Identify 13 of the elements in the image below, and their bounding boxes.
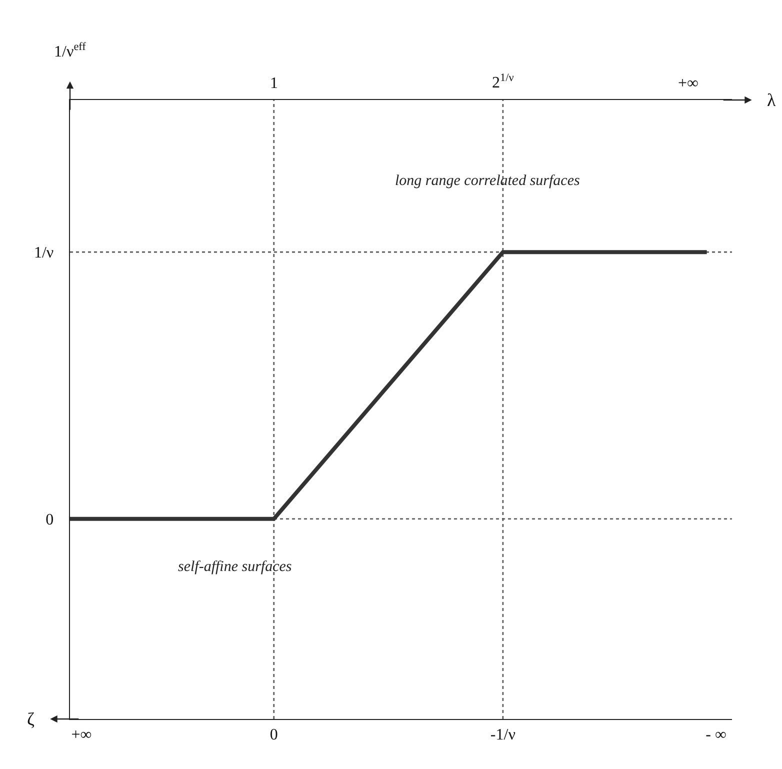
- text: 2$^{1/ν}$: [492, 72, 514, 92]
- x-tick-label: +∞: [71, 726, 92, 744]
- x-tick-label: -1/ν: [490, 726, 516, 744]
- x-axis-title: ζ: [27, 709, 35, 729]
- annotation: self-affine surfaces: [178, 559, 292, 575]
- x-tick-label: - ∞: [706, 726, 726, 744]
- y-tick-label: 1/ν: [34, 244, 54, 262]
- text: +∞: [678, 75, 698, 92]
- text: 1: [270, 75, 278, 92]
- y-axis-title: 1/ν$^{eff}$: [54, 41, 86, 61]
- annotation: long range correlated surfaces: [395, 173, 580, 189]
- x-tick-label: 0: [270, 726, 278, 744]
- x2-axis-title: λ: [767, 90, 776, 110]
